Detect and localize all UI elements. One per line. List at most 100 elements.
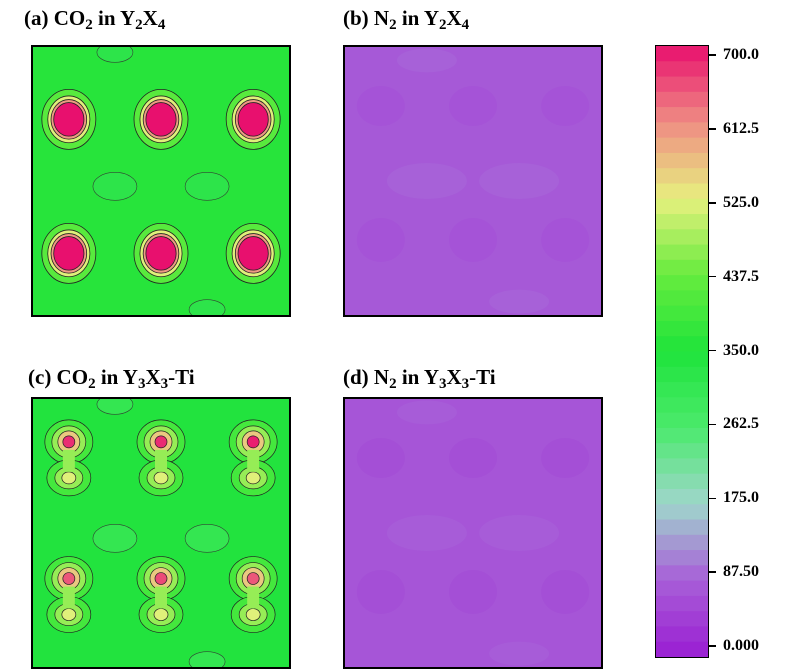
hotspot (225, 222, 281, 284)
colorbar-tick-label: 525.0 (723, 193, 759, 211)
heatmap-texture-blob (396, 400, 457, 425)
heatmap-svg (345, 399, 601, 667)
colorbar-band (656, 504, 708, 521)
heatmap-low-region (92, 172, 138, 201)
heatmap-low-region (96, 399, 134, 415)
hotspot (133, 88, 189, 150)
colorbar-tick-mark (708, 497, 716, 499)
hotspot (228, 556, 278, 633)
heatmap-low-region (96, 47, 134, 63)
colorbar-band (656, 290, 708, 307)
colorbar-band (656, 305, 708, 322)
colorbar-band (656, 580, 708, 597)
hotspot-contour (237, 102, 269, 137)
colorbar-tick-label: 612.5 (723, 119, 759, 137)
colorbar (655, 45, 709, 658)
heatmap-texture-blob (356, 569, 405, 614)
colorbar-band (656, 76, 708, 93)
hotspot-neck (247, 586, 260, 609)
colorbar-tick-mark (708, 645, 716, 647)
colorbar-band (656, 198, 708, 215)
hotspot-contour (237, 236, 269, 271)
colorbar-band (656, 275, 708, 291)
heatmap-texture-blob (449, 85, 497, 126)
hotspot (228, 419, 278, 497)
heatmap-texture-blob (541, 437, 590, 478)
colorbar-band (656, 244, 708, 261)
colorbar-tick-label: 87.50 (723, 563, 759, 581)
panel-title-c: (c) CO2 in Y3X3-Ti (28, 365, 195, 392)
colorbar-band (656, 412, 708, 429)
hotspot-contour (53, 102, 85, 137)
colorbar-tick-mark (708, 54, 716, 56)
heatmap-texture-blob (386, 515, 467, 551)
heatmap-texture-blob (449, 437, 497, 478)
heatmap-texture-blob (489, 289, 550, 314)
hotspot-contour-lower (153, 608, 169, 621)
colorbar-band (656, 214, 708, 230)
colorbar-svg (656, 46, 708, 657)
colorbar-band (656, 626, 708, 643)
colorbar-tick-label: 262.5 (723, 415, 759, 433)
panel-title-a: (a) CO2 in Y2X4 (24, 6, 166, 33)
hotspot-contour-upper (154, 572, 168, 585)
colorbar-band (656, 595, 708, 612)
colorbar-band (656, 641, 708, 657)
hotspot-contour-lower (245, 471, 261, 485)
heatmap-panel-d (343, 397, 603, 669)
heatmap-low-region (92, 524, 138, 553)
colorbar-band (656, 519, 708, 536)
hotspot-contour (145, 236, 177, 271)
panel-title-b: (b) N2 in Y2X4 (343, 6, 470, 33)
colorbar-tick-label: 350.0 (723, 341, 759, 359)
colorbar-band (656, 152, 708, 169)
hotspot (225, 88, 281, 150)
hotspot (136, 419, 186, 497)
heatmap-texture-blob (479, 515, 560, 551)
colorbar-band (656, 351, 708, 368)
hotspot-contour-lower (153, 471, 169, 485)
panel-title-d: (d) N2 in Y3X3-Ti (343, 365, 496, 392)
heatmap-svg (345, 47, 601, 315)
colorbar-band (656, 382, 708, 398)
heatmap-svg (33, 399, 289, 667)
heatmap-low-region (188, 299, 226, 315)
colorbar-tick-mark (708, 571, 716, 573)
hotspot-neck (62, 586, 75, 609)
hotspot-contour (53, 236, 85, 271)
colorbar-band (656, 443, 708, 459)
hotspot-contour (145, 102, 177, 137)
hotspot-contour-upper (246, 572, 260, 585)
heatmap-panel-b (343, 45, 603, 317)
hotspot-neck (155, 586, 167, 609)
heatmap-texture-blob (356, 85, 405, 126)
colorbar-band (656, 427, 708, 444)
colorbar-tick-mark (708, 202, 716, 204)
colorbar-tick-label: 0.000 (723, 637, 759, 654)
hotspot-contour-lower (245, 608, 261, 621)
heatmap-texture-blob (541, 569, 590, 614)
heatmap-texture-blob (386, 163, 467, 199)
heatmap-texture-blob (449, 569, 497, 614)
heatmap-svg (33, 47, 289, 315)
colorbar-band (656, 366, 708, 383)
hotspot-contour-lower (61, 608, 77, 621)
heatmap-texture-blob (356, 217, 405, 262)
hotspot-contour-upper (246, 435, 260, 449)
colorbar-tick-mark (708, 423, 716, 426)
colorbar-band (656, 259, 708, 276)
colorbar-band (656, 91, 708, 108)
colorbar-band (656, 137, 708, 154)
colorbar-tick-mark (708, 349, 716, 352)
hotspot-contour-upper (154, 435, 168, 449)
hotspot-contour-upper (62, 572, 76, 585)
colorbar-tick-label: 437.5 (723, 267, 759, 285)
colorbar-band (656, 229, 708, 246)
colorbar-band (656, 611, 708, 627)
heatmap-panel-a (31, 45, 291, 317)
colorbar-band (656, 320, 708, 337)
hotspot (133, 222, 189, 284)
hotspot-neck (247, 449, 260, 472)
colorbar-tick-label: 175.0 (723, 489, 759, 507)
colorbar-band (656, 565, 708, 582)
